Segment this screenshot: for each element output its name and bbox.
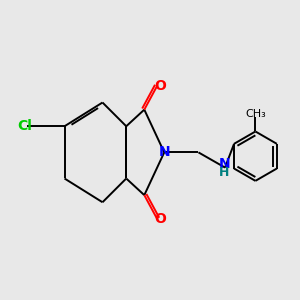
Text: O: O [154, 212, 166, 226]
Text: N: N [158, 146, 170, 159]
Text: N: N [218, 157, 230, 171]
Text: H: H [219, 166, 229, 179]
Text: O: O [154, 79, 166, 93]
Text: Cl: Cl [18, 119, 32, 133]
Text: CH₃: CH₃ [245, 110, 266, 119]
